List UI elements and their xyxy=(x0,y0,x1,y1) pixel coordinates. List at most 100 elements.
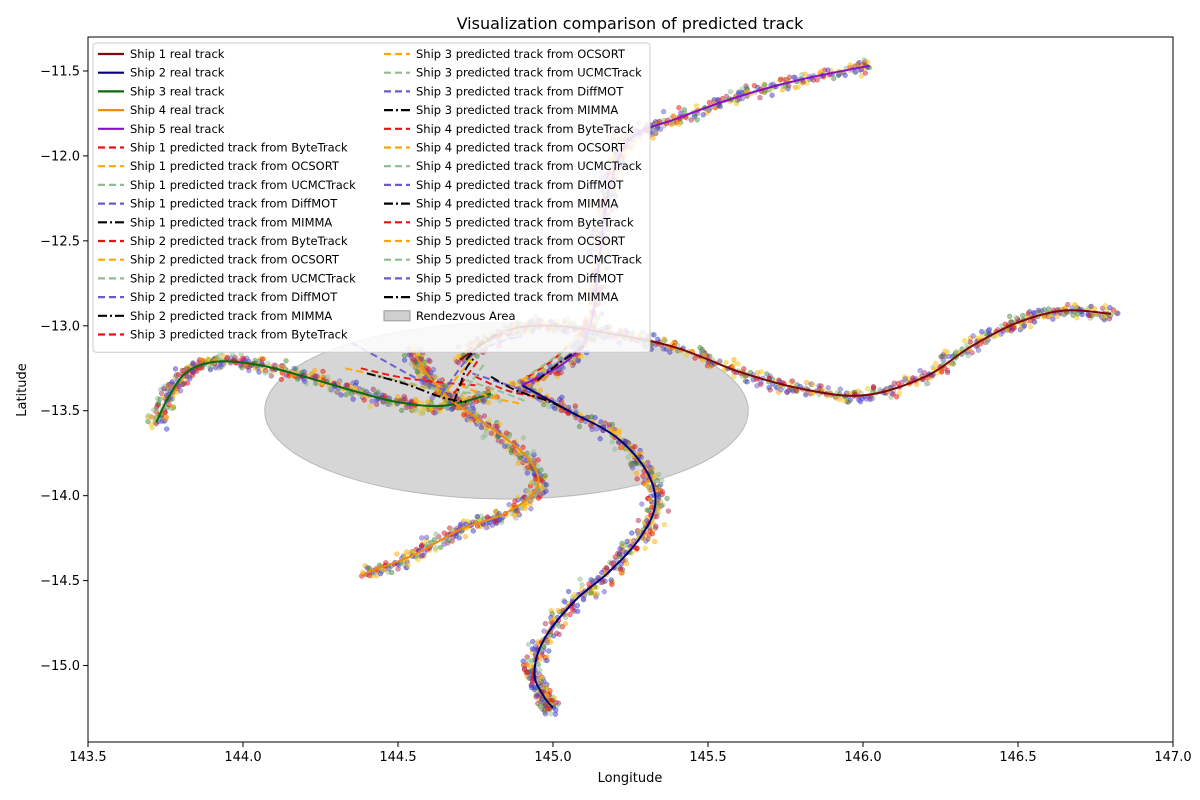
chart-title: Visualization comparison of predicted tr… xyxy=(457,14,805,33)
series-line-14 xyxy=(472,372,535,395)
observation-dot xyxy=(692,355,698,361)
observation-dot xyxy=(659,491,665,498)
observation-dot xyxy=(579,582,585,588)
legend-label: Ship 4 predicted track from MIMMA xyxy=(416,197,618,211)
observation-dot xyxy=(847,62,853,68)
observation-dot xyxy=(857,399,864,405)
observation-dot xyxy=(616,428,623,434)
observation-dot xyxy=(803,392,809,398)
observation-dot xyxy=(419,542,425,549)
observation-dot xyxy=(654,477,660,484)
observation-dot xyxy=(1091,305,1098,312)
legend-label: Ship 3 real track xyxy=(130,84,225,98)
observation-dot xyxy=(215,354,221,360)
series-line-29 xyxy=(536,342,585,378)
observation-dot xyxy=(518,505,525,512)
observation-dot xyxy=(150,407,157,413)
observation-dot xyxy=(676,121,682,127)
observation-dot xyxy=(431,536,438,543)
observation-dot xyxy=(483,427,489,434)
series-line-15 xyxy=(490,375,569,412)
observation-dot xyxy=(694,117,700,123)
observation-dot xyxy=(524,470,531,476)
observation-dot xyxy=(283,358,289,364)
observation-dot xyxy=(891,380,897,386)
observation-dot xyxy=(533,694,539,700)
observation-dot xyxy=(783,389,790,395)
observation-dot xyxy=(455,360,462,366)
observation-dot xyxy=(789,378,796,384)
observation-dot xyxy=(560,365,566,371)
legend-label: Ship 5 real track xyxy=(130,122,225,136)
x-tick-label: 146.5 xyxy=(999,750,1036,765)
observation-dot xyxy=(169,379,175,385)
series-line-2 xyxy=(521,384,657,709)
observation-dot xyxy=(291,365,297,372)
observation-dot xyxy=(842,72,848,79)
observation-dot xyxy=(635,517,642,524)
observation-dot xyxy=(474,353,480,359)
observation-dot xyxy=(542,621,549,627)
observation-dot xyxy=(608,560,615,566)
legend-label: Ship 3 predicted track from DiffMOT xyxy=(416,84,624,98)
observation-dot xyxy=(804,379,810,386)
observation-dot xyxy=(608,577,614,583)
observation-dot xyxy=(1031,309,1037,316)
observation-dot xyxy=(207,367,214,373)
observation-dot xyxy=(896,390,902,396)
legend-label: Ship 2 predicted track from UCMCTrack xyxy=(130,271,356,285)
observation-dot xyxy=(1054,313,1060,319)
observation-dot xyxy=(623,561,630,567)
x-tick-label: 145.0 xyxy=(534,750,571,765)
observation-dot xyxy=(425,540,432,547)
observation-dot xyxy=(646,507,652,513)
observation-dot xyxy=(441,530,447,536)
observation-dot xyxy=(651,538,658,545)
observation-dot xyxy=(624,538,630,545)
legend-box xyxy=(92,42,651,353)
observation-dot xyxy=(609,581,615,588)
series-line-18 xyxy=(366,372,485,395)
observation-dot xyxy=(529,497,535,503)
observation-dot xyxy=(419,535,425,541)
observation-dot xyxy=(344,382,351,388)
observation-dot xyxy=(589,578,596,584)
observation-dot xyxy=(494,423,501,430)
observation-dot xyxy=(597,436,603,442)
observation-dot xyxy=(405,562,411,568)
observation-dot xyxy=(642,545,648,552)
legend-label: Ship 1 predicted track from OCSORT xyxy=(130,159,340,173)
observation-dot xyxy=(651,332,657,338)
observation-dot xyxy=(894,394,900,400)
observation-dot xyxy=(899,379,905,385)
observation-dot xyxy=(967,339,973,345)
observation-dot xyxy=(481,413,488,419)
observation-dot xyxy=(486,417,492,424)
observation-dot xyxy=(336,380,342,386)
series-line-24 xyxy=(440,359,468,395)
observation-dot xyxy=(374,390,381,396)
observation-dot xyxy=(535,457,541,463)
series-line-20 xyxy=(366,372,467,404)
legend-label: Ship 1 predicted track from DiffMOT xyxy=(130,197,338,211)
observation-dot xyxy=(814,77,820,83)
observation-dot xyxy=(361,397,367,403)
observation-dot xyxy=(546,648,552,654)
observation-dot xyxy=(681,107,688,113)
observation-dot xyxy=(933,360,939,366)
observation-dot xyxy=(148,414,154,420)
series-line-28 xyxy=(530,338,579,375)
observation-dot xyxy=(541,402,547,408)
observation-dot xyxy=(665,508,672,514)
observation-dot xyxy=(917,367,923,374)
legend-label: Ship 5 predicted track from UCMCTrack xyxy=(416,253,642,267)
observation-dot xyxy=(348,391,355,397)
observation-dot xyxy=(449,406,455,412)
observation-dot xyxy=(338,392,344,398)
legend-label: Ship 5 predicted track from OCSORT xyxy=(416,234,626,248)
observation-dot xyxy=(530,449,537,455)
observation-dot xyxy=(387,401,393,407)
observation-dot xyxy=(1115,310,1121,317)
observation-dot xyxy=(645,459,651,466)
observation-dot xyxy=(555,370,561,377)
